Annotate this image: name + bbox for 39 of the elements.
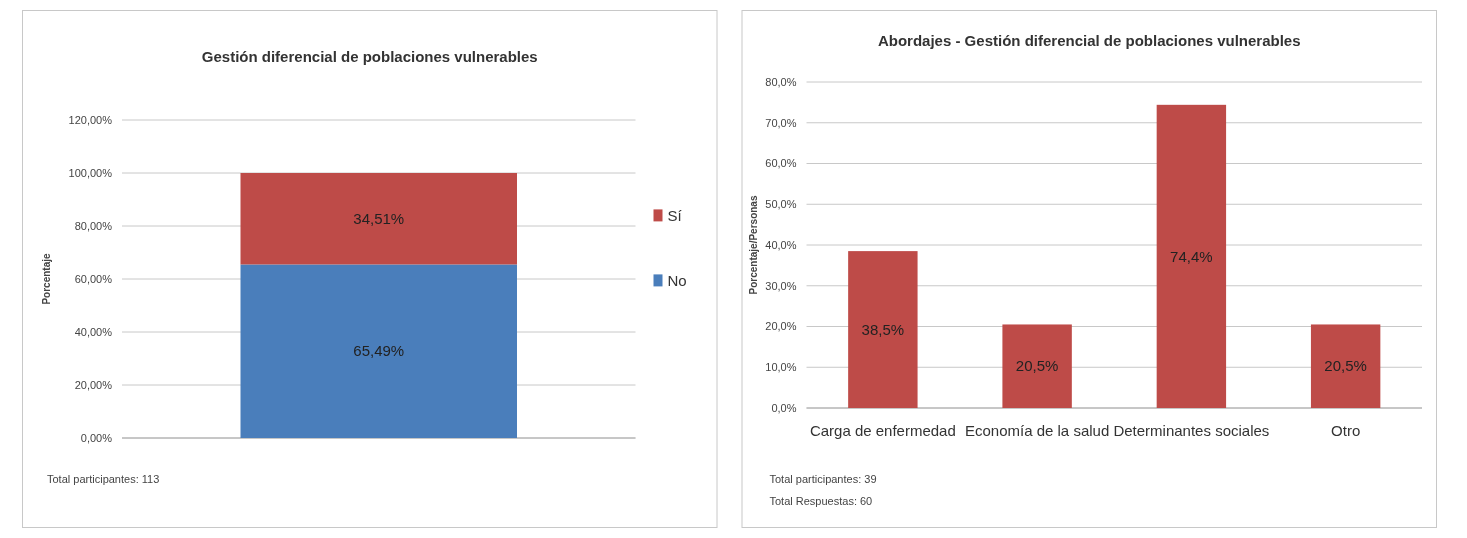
y-tick-label: 30,0%	[765, 279, 797, 292]
y-tick-label: 60,0%	[765, 157, 797, 170]
data-label: 38,5%	[861, 320, 905, 338]
data-label: 20,5%	[1324, 357, 1367, 375]
bar	[848, 251, 918, 408]
chart-title: Gestión diferencial de poblaciones vulnerables	[201, 48, 538, 65]
text: Total Respuestas: 60	[769, 495, 873, 507]
y-tick-label: 40,00%	[74, 325, 113, 338]
x-tick-label: Carga de enfermedad	[809, 422, 956, 439]
data-label: 34,51%	[353, 209, 405, 227]
y-tick-label: 70,0%	[765, 116, 797, 129]
y-tick-label: 100,00%	[68, 166, 113, 179]
x-tick-label: Determinantes sociales	[1113, 422, 1270, 439]
bar	[1002, 324, 1072, 408]
x-tick-label: Otro	[1331, 422, 1361, 439]
y-tick-label: 20,00%	[74, 378, 113, 391]
legend-label: No	[667, 271, 687, 289]
data-label: 74,4%	[1170, 247, 1213, 265]
y-tick-label: 80,00%	[74, 219, 113, 232]
y-tick-label: 80,0%	[765, 75, 797, 88]
y-tick-label: 20,0%	[765, 320, 797, 333]
y-tick-label: 0,00%	[80, 431, 113, 444]
bar	[1310, 324, 1381, 408]
y-tick-label: 10,0%	[765, 361, 797, 374]
text: Total participantes: 39	[769, 473, 877, 485]
y-axis-title: Porcentaje/Personas	[747, 195, 759, 295]
bar	[1156, 104, 1227, 408]
data-label: 65,49%	[353, 342, 405, 360]
chart-title: Abordajes - Gestión diferencial de poblaciones vulnerables	[877, 32, 1301, 49]
y-tick-label: 60,00%	[74, 272, 113, 285]
y-axis-title: Porcentaje	[41, 253, 52, 305]
legend-label: Sí	[667, 206, 683, 224]
y-tick-label: 40,0%	[765, 238, 797, 251]
data-label: 20,5%	[1015, 357, 1059, 375]
text: Total participantes: 113	[47, 473, 160, 485]
y-tick-label: 0,0%	[771, 401, 797, 414]
y-tick-label: 50,0%	[765, 198, 797, 211]
y-tick-label: 120,00%	[68, 113, 113, 126]
x-tick-label: Economía de la salud	[964, 422, 1110, 439]
